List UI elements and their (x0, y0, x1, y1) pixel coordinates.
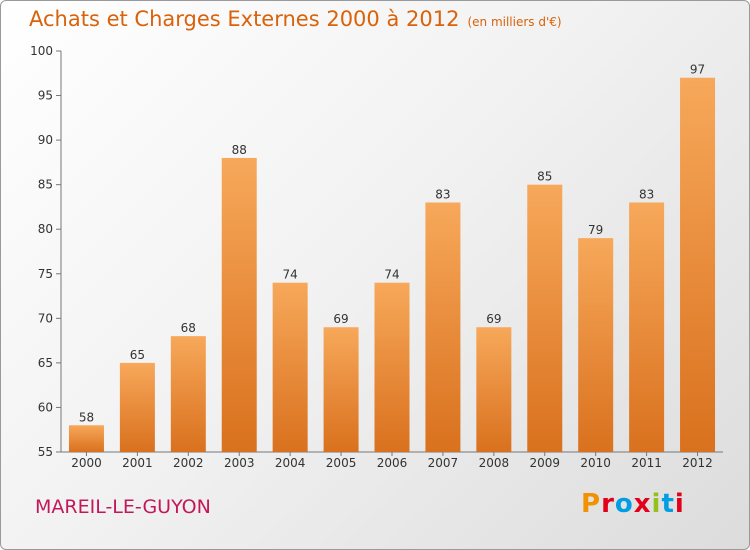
bar-value-label: 74 (283, 268, 298, 282)
bar (68, 425, 104, 452)
y-tick-label: 75 (38, 267, 53, 281)
bar-value-label: 83 (639, 187, 654, 201)
y-tick-label: 85 (38, 178, 53, 192)
bar-value-label: 69 (486, 312, 501, 326)
x-tick-label: 2003 (224, 456, 255, 470)
x-tick-label: 2004 (275, 456, 306, 470)
x-tick-label: 2012 (682, 456, 713, 470)
bar-value-label: 88 (232, 143, 247, 157)
bar (221, 157, 257, 452)
bar (476, 327, 512, 452)
x-tick-label: 2000 (71, 456, 102, 470)
y-tick-label: 80 (38, 222, 53, 236)
bar (374, 282, 410, 452)
logo-letter: r (601, 489, 615, 519)
bar-value-label: 68 (181, 321, 196, 335)
logo-letter: i (674, 489, 685, 519)
x-tick-label: 2008 (479, 456, 510, 470)
bar (170, 336, 206, 452)
logo-letter: i (651, 489, 662, 519)
x-tick-label: 2002 (173, 456, 204, 470)
logo-letter: t (661, 489, 675, 519)
logo-letter: P (581, 489, 602, 519)
bar-value-label: 83 (435, 187, 450, 201)
bar-value-label: 69 (333, 312, 348, 326)
y-tick-label: 60 (38, 400, 53, 414)
bar-value-label: 97 (690, 63, 705, 77)
x-tick-label: 2009 (529, 456, 560, 470)
x-tick-label: 2006 (377, 456, 408, 470)
y-tick-label: 55 (38, 445, 53, 459)
bar (119, 362, 155, 452)
y-tick-label: 90 (38, 133, 53, 147)
x-tick-label: 2010 (580, 456, 611, 470)
chart-bars: 58 65 68 88 74 69 74 83 69 85 79 83 97 (68, 63, 716, 452)
x-tick-label: 2007 (428, 456, 459, 470)
place-name: MAREIL-LE-GUYON (35, 496, 211, 518)
bar (323, 327, 359, 452)
bar-value-label: 85 (537, 170, 552, 184)
bar (629, 202, 665, 452)
bar (578, 238, 614, 452)
bar-value-label: 65 (130, 348, 145, 362)
chart-title-text: Achats et Charges Externes 2000 à 2012 (29, 7, 460, 31)
y-tick-label: 70 (38, 311, 53, 325)
x-tick-label: 2001 (122, 456, 153, 470)
y-tick-label: 95 (38, 89, 53, 103)
bar-value-label: 58 (79, 410, 94, 424)
proxiti-logo: Proxiti (581, 489, 685, 519)
bar (680, 77, 716, 452)
y-tick-label: 65 (38, 356, 53, 370)
y-tick-label: 100 (30, 44, 53, 58)
chart-unit: (en milliers d'€) (467, 15, 562, 29)
chart-axes: 55 60 65 70 75 80 85 90 95 100 2000 2001 2002 2003 200… (30, 44, 723, 470)
logo-letter: x (633, 489, 652, 519)
bar (527, 184, 563, 452)
bar (272, 282, 308, 452)
x-tick-label: 2005 (326, 456, 357, 470)
bar-value-label: 79 (588, 223, 603, 237)
logo-letter: o (614, 489, 634, 519)
bar-value-label: 74 (384, 268, 399, 282)
x-tick-label: 2011 (631, 456, 662, 470)
bar (425, 202, 461, 452)
chart-title: Achats et Charges Externes 2000 à 2012 (e… (29, 7, 562, 31)
